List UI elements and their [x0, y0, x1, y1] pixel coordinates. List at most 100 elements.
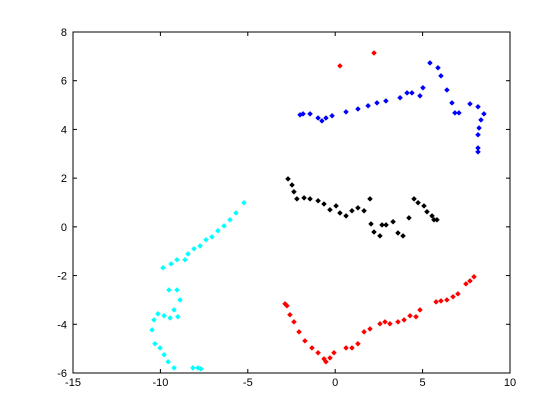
point	[319, 118, 325, 124]
point	[361, 207, 367, 214]
point	[241, 199, 247, 206]
point	[400, 233, 406, 239]
point	[175, 313, 181, 320]
point	[307, 195, 313, 202]
point	[185, 251, 191, 257]
point	[289, 182, 295, 188]
point	[401, 317, 407, 323]
point	[420, 84, 426, 91]
point	[302, 337, 308, 344]
point	[333, 203, 339, 209]
x-tick-label: 0	[332, 377, 338, 389]
point	[349, 345, 355, 351]
point	[409, 90, 415, 96]
point	[166, 287, 172, 293]
point	[456, 110, 462, 116]
point	[151, 317, 157, 323]
point	[467, 278, 473, 284]
point	[379, 222, 385, 228]
point	[327, 206, 333, 213]
point	[343, 109, 349, 115]
point	[476, 125, 482, 131]
point	[383, 98, 389, 104]
y-tick-label: -4	[57, 319, 67, 331]
point	[294, 195, 300, 202]
axes-box	[72, 31, 511, 374]
point	[427, 60, 433, 66]
point	[329, 112, 335, 119]
point	[355, 106, 361, 112]
point	[315, 115, 321, 121]
point	[331, 349, 337, 356]
point	[417, 307, 423, 313]
point	[343, 345, 349, 351]
point	[337, 63, 343, 69]
point	[309, 345, 315, 351]
point	[203, 236, 209, 243]
point	[291, 318, 297, 325]
point	[157, 345, 163, 351]
x-tick-label: -5	[243, 377, 253, 389]
y-tick-label: 4	[61, 124, 67, 136]
point	[463, 280, 469, 287]
point	[291, 188, 297, 195]
point	[174, 256, 180, 263]
point	[475, 148, 481, 155]
point	[413, 313, 419, 320]
point	[415, 199, 421, 206]
point	[438, 72, 444, 79]
point	[221, 223, 227, 229]
point	[355, 205, 361, 211]
point	[481, 110, 487, 117]
point	[190, 365, 196, 371]
point	[478, 117, 484, 123]
point	[374, 100, 380, 106]
point	[155, 310, 161, 317]
point	[321, 201, 327, 207]
point	[367, 195, 373, 202]
point	[387, 320, 393, 327]
point	[365, 102, 371, 109]
point	[149, 327, 155, 333]
point	[198, 366, 204, 372]
point	[168, 261, 174, 267]
point	[371, 229, 377, 235]
point	[296, 328, 302, 335]
y-tick-label: -6	[57, 368, 67, 380]
point	[452, 110, 458, 116]
point	[327, 355, 333, 361]
point	[307, 110, 313, 117]
point	[367, 326, 373, 332]
point	[355, 340, 361, 347]
point	[161, 312, 167, 319]
point	[177, 297, 183, 303]
point	[215, 227, 221, 234]
point	[383, 222, 389, 228]
point	[227, 216, 233, 223]
point	[165, 358, 171, 365]
x-tick-label: -10	[152, 377, 168, 389]
point	[444, 297, 450, 303]
point	[424, 208, 430, 215]
point	[233, 210, 239, 216]
point	[475, 103, 481, 110]
point	[337, 210, 343, 216]
point	[167, 315, 173, 321]
point	[406, 214, 412, 221]
point	[349, 207, 355, 214]
point	[417, 92, 423, 99]
point	[182, 256, 188, 263]
point	[433, 299, 439, 305]
point	[287, 311, 293, 318]
point	[368, 221, 374, 227]
point	[171, 307, 177, 313]
point	[397, 94, 403, 101]
point	[395, 230, 401, 236]
point	[209, 233, 215, 240]
point	[377, 233, 383, 239]
point	[315, 197, 321, 204]
point	[174, 287, 180, 293]
y-tick-label: 8	[61, 27, 67, 39]
y-tick-label: 0	[61, 222, 67, 234]
